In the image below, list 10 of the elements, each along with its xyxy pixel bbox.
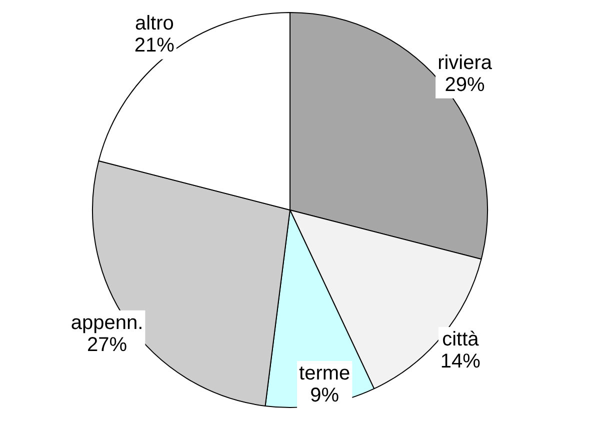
- slice-label: altro: [134, 12, 174, 35]
- data-label: 29%: [444, 74, 486, 96]
- data-label: 14%: [440, 350, 481, 373]
- slice-label: terme: [299, 362, 350, 385]
- data-label: 9%: [310, 384, 340, 407]
- slice-label: città: [442, 328, 480, 351]
- data-label: 21%: [134, 34, 175, 57]
- slice-label: appenn.: [70, 312, 144, 334]
- data-label: 27%: [87, 334, 128, 356]
- slice-label: riviera: [438, 52, 493, 74]
